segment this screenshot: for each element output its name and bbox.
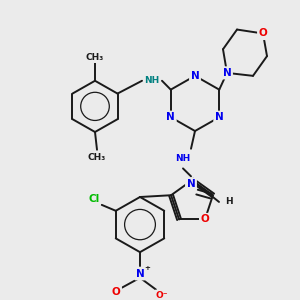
Text: CH₃: CH₃ [88,153,106,162]
Text: O⁻: O⁻ [156,291,168,300]
Text: N: N [223,68,231,78]
Text: NH: NH [176,154,190,163]
Text: O: O [112,286,120,297]
Text: O: O [259,28,267,38]
Text: CH₃: CH₃ [86,52,104,62]
Text: N: N [167,112,175,122]
Text: O: O [201,214,209,224]
Text: N: N [215,112,224,122]
Text: NH: NH [144,76,160,85]
Text: +: + [144,265,150,271]
Text: N: N [136,269,144,279]
Text: N: N [187,179,195,189]
Text: H: H [225,197,233,206]
Text: N: N [190,71,200,81]
Text: Cl: Cl [88,194,99,204]
